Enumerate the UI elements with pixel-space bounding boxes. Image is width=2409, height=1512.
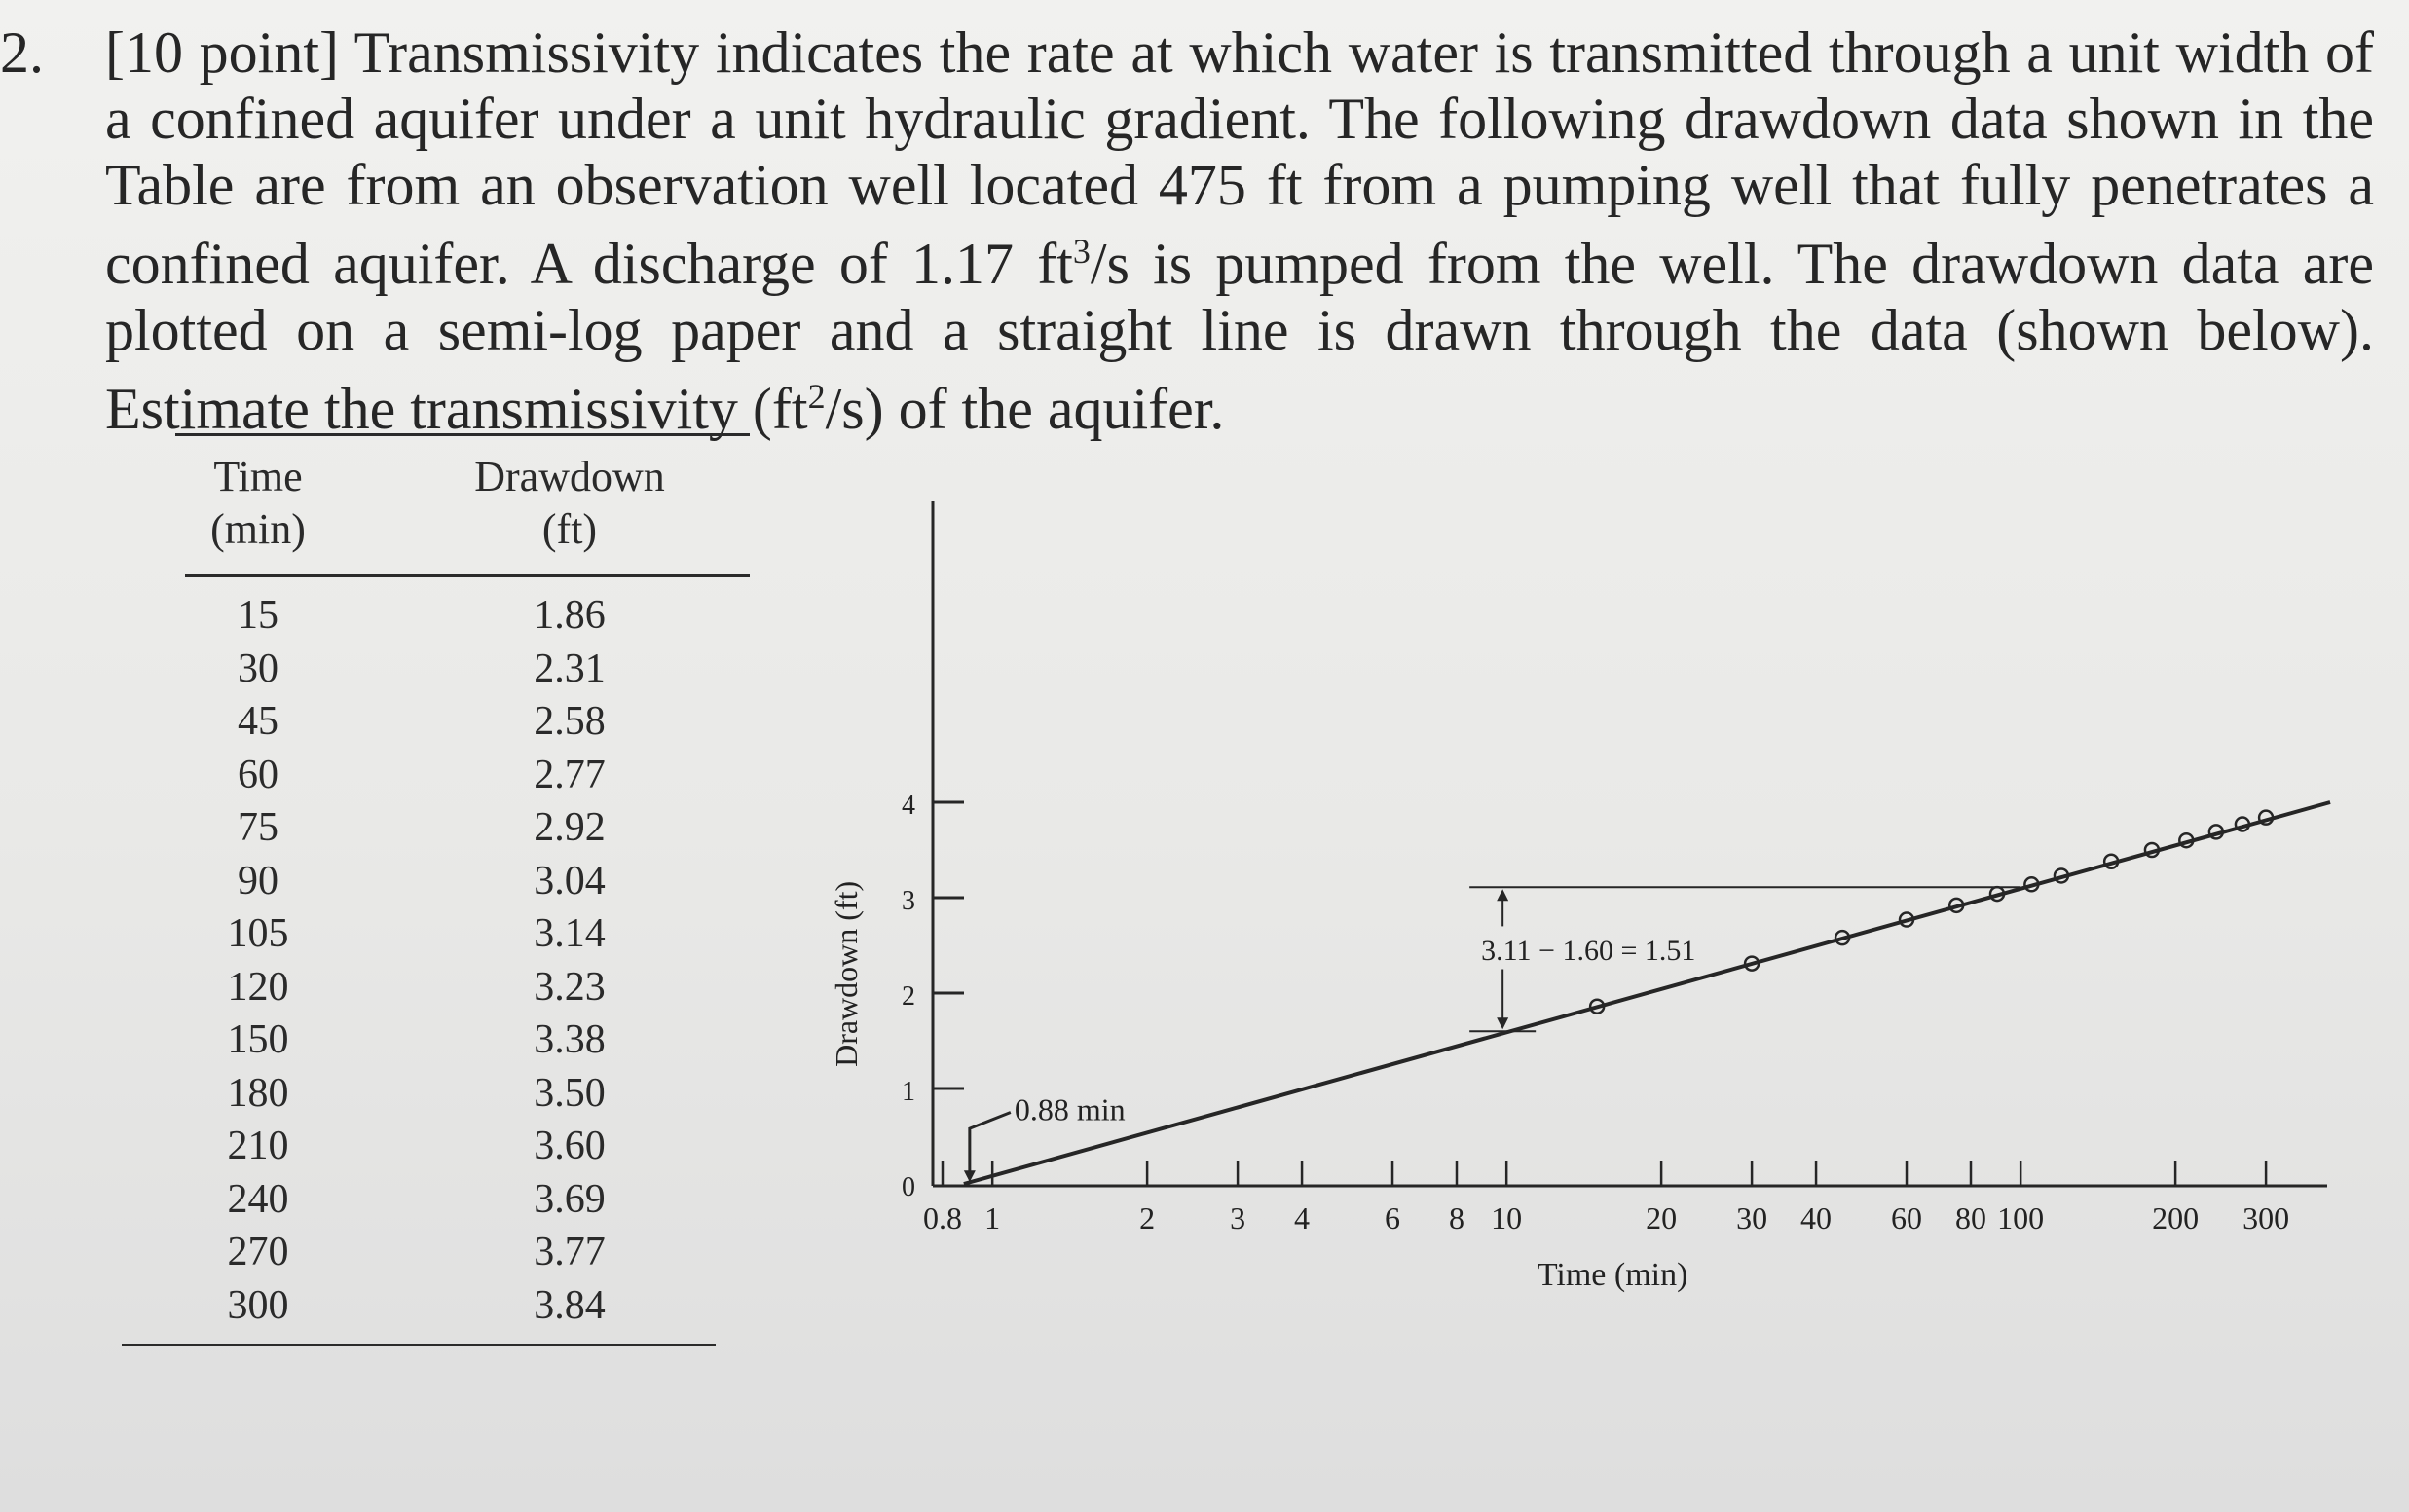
table-cell-time: 30	[238, 645, 278, 691]
header-line-2: (min)	[210, 505, 306, 553]
dimension-arrowhead-up	[1497, 889, 1509, 902]
table-cell-drawdown: 2.92	[534, 805, 606, 850]
table-cell-drawdown: 3.60	[534, 1124, 606, 1168]
data-point	[2178, 831, 2195, 849]
semilog-drawdown-chart: 0 1 2 3 4 0.8 1 2 3 4 6 8 10 20 30 40 60 80 100 200 300 Drawd…	[829, 501, 2331, 1293]
problem-number: 2.	[0, 20, 44, 85]
x-tick-label: 80	[1955, 1200, 1986, 1235]
x-axis-label: Time (min)	[1538, 1257, 1688, 1293]
x-tick-label: 300	[2242, 1200, 2289, 1235]
data-point	[2234, 816, 2251, 832]
table-cell-drawdown: 3.14	[534, 911, 606, 956]
data-point	[2102, 853, 2120, 870]
y-axis-label: Drawdown (ft)	[829, 881, 864, 1067]
y-tick-label: 4	[902, 791, 915, 821]
table-cell-drawdown: 1.86	[534, 593, 606, 638]
x-tick-label: 20	[1646, 1200, 1677, 1235]
data-point	[2023, 876, 2040, 893]
x-tick-label: 2	[1139, 1200, 1155, 1235]
table-cell-drawdown: 3.77	[534, 1230, 606, 1274]
header-line-1: Time	[213, 453, 303, 500]
discharge-unit-exponent: 3	[1072, 232, 1091, 271]
x-tick-label: 0.8	[923, 1200, 962, 1235]
problem-text-part-3: /s) of the aquifer.	[825, 377, 1225, 441]
difference-label: 3.11 − 1.60 = 1.51	[1481, 935, 1695, 967]
x-tick-label: 10	[1491, 1200, 1522, 1235]
header-line-1: Drawdown	[474, 453, 665, 500]
intercept-arrow	[968, 1111, 1012, 1173]
table-cell-drawdown: 2.77	[534, 752, 606, 797]
data-point	[2143, 841, 2161, 859]
data-point	[2207, 824, 2225, 840]
x-tick-label: 60	[1891, 1200, 1922, 1235]
x-tick-label: 30	[1736, 1200, 1767, 1235]
table-top-rule	[175, 433, 750, 436]
x-tick-label: 6	[1385, 1200, 1400, 1235]
y-tick-label: 3	[902, 886, 915, 916]
table-cell-drawdown: 2.31	[534, 645, 606, 691]
data-point	[1588, 998, 1606, 1014]
table-cell-time: 150	[227, 1017, 289, 1062]
problem-text-part-1: [10 point] Transmissivity indicates the …	[105, 20, 2374, 296]
table-cell-drawdown: 3.23	[534, 964, 606, 1010]
table-header-time: Time (min)	[112, 451, 404, 556]
table-header-rule	[185, 574, 750, 577]
table-cell-drawdown: 3.50	[534, 1070, 606, 1116]
table-cell-time: 210	[227, 1124, 289, 1168]
x-tick-label: 1	[984, 1200, 1000, 1235]
data-point	[2053, 867, 2070, 884]
table-cell-time: 300	[227, 1282, 289, 1328]
y-tick-label: 0	[902, 1172, 915, 1202]
intercept-label: 0.88 min	[1015, 1092, 1126, 1127]
table-cell-time: 105	[227, 911, 289, 956]
table-cell-time: 15	[238, 593, 278, 638]
table-cell-time: 45	[238, 699, 278, 744]
data-point	[1898, 911, 1915, 928]
data-point	[1743, 955, 1760, 972]
x-tick-label: 100	[1997, 1200, 2044, 1235]
table-cell-drawdown: 3.38	[534, 1017, 606, 1062]
transmissivity-unit-exponent: 2	[807, 377, 826, 416]
x-tick-label: 3	[1230, 1200, 1245, 1235]
table-cell-time: 90	[238, 858, 278, 904]
intercept-arrowhead	[963, 1170, 976, 1183]
problem-text: [10 point] Transmissivity indicates the …	[105, 19, 2374, 442]
table-cell-time: 240	[227, 1176, 289, 1222]
table-cell-drawdown: 3.84	[534, 1282, 606, 1328]
fit-line	[963, 800, 2331, 1186]
table-cell-drawdown: 3.04	[534, 858, 606, 904]
x-tick-label: 4	[1294, 1200, 1310, 1235]
table-cell-drawdown: 3.69	[534, 1176, 606, 1222]
data-point	[1947, 897, 1965, 914]
dimension-arrowhead-down	[1497, 1017, 1509, 1030]
x-tick-label: 8	[1449, 1200, 1464, 1235]
y-tick-label: 2	[902, 981, 915, 1012]
table-cell-drawdown: 2.58	[534, 699, 606, 744]
header-line-2: (ft)	[541, 505, 598, 553]
table-header-drawdown: Drawdown (ft)	[424, 451, 716, 556]
table-cell-time: 60	[238, 752, 278, 797]
x-tick-label: 200	[2152, 1200, 2199, 1235]
y-tick-label: 1	[902, 1077, 915, 1107]
table-cell-time: 75	[238, 805, 278, 850]
x-tick-label: 40	[1800, 1200, 1832, 1235]
table-cell-time: 270	[227, 1230, 289, 1274]
data-point	[2257, 809, 2275, 826]
table-cell-time: 180	[227, 1070, 289, 1116]
table-bottom-rule	[122, 1344, 716, 1346]
problem-text-part-2: /s is pumped from the well. The drawdown…	[105, 232, 2374, 441]
data-point	[1834, 929, 1851, 946]
table-cell-time: 120	[227, 964, 289, 1010]
